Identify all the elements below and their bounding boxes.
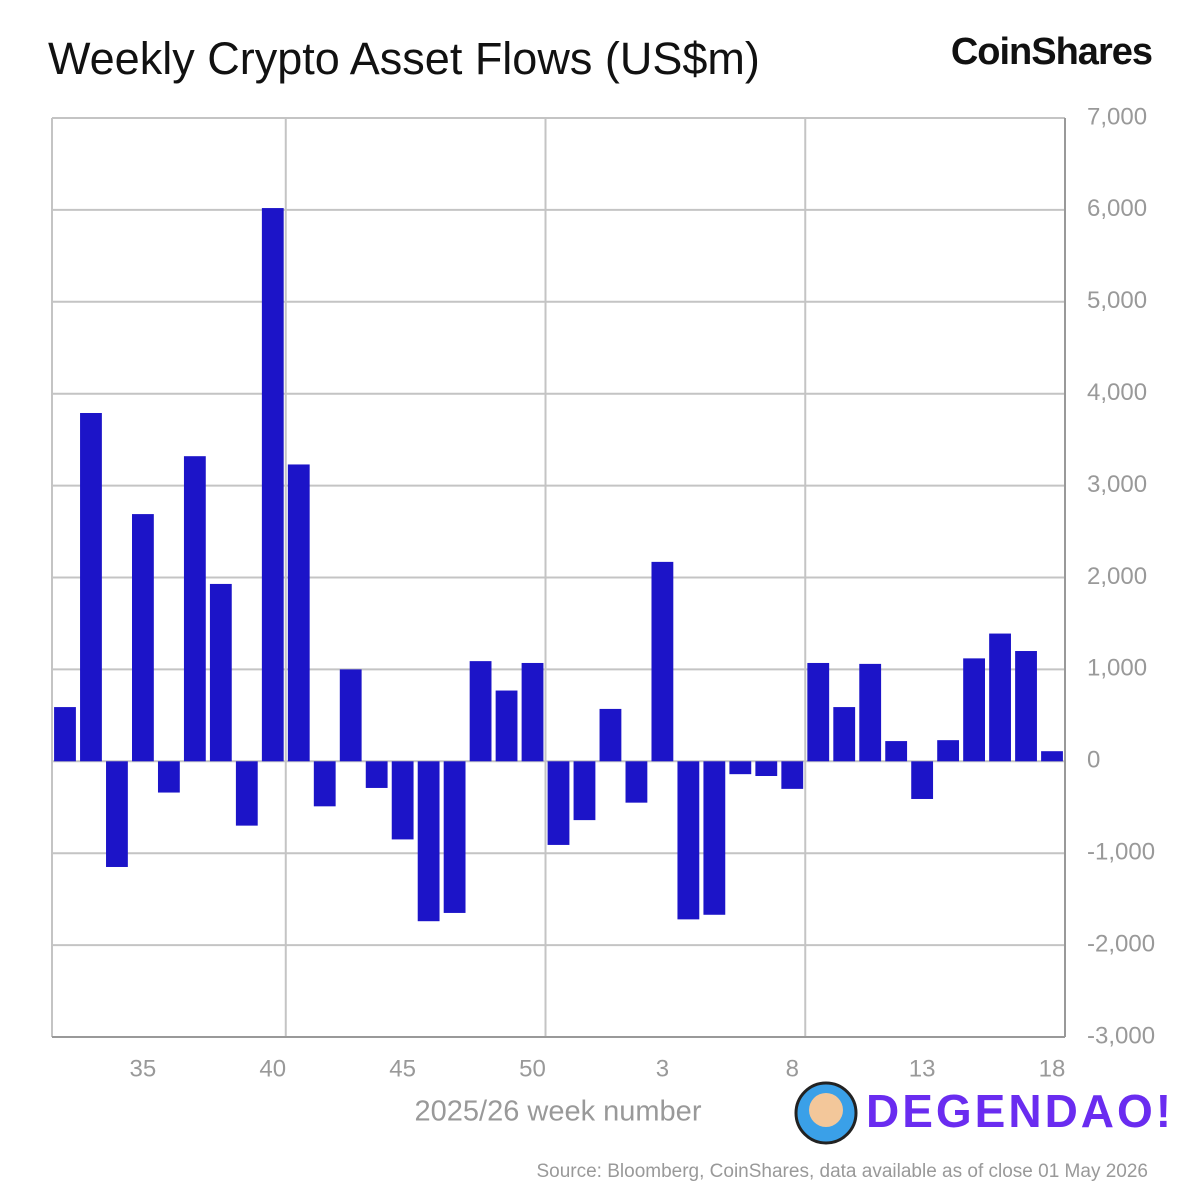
watermark-face (809, 1093, 843, 1127)
x-tick-label: 50 (519, 1055, 546, 1082)
bar (573, 761, 596, 821)
bar (677, 761, 700, 920)
bar (807, 662, 830, 762)
bar (521, 662, 544, 762)
bar (1015, 651, 1037, 762)
bar (469, 661, 492, 762)
x-tick-label: 3 (656, 1055, 669, 1082)
bar (106, 761, 128, 867)
y-tick-label: 3,000 (1087, 471, 1147, 498)
bar (547, 761, 570, 845)
y-tick-label: 4,000 (1087, 379, 1147, 406)
bar (80, 412, 102, 762)
x-tick-label: 13 (909, 1055, 936, 1082)
bar (313, 761, 336, 807)
x-tick-label: 45 (389, 1055, 416, 1082)
bar (781, 761, 804, 789)
bar (209, 583, 232, 762)
y-tick-label: 0 (1087, 747, 1100, 774)
bar (599, 708, 622, 762)
y-tick-label: -2,000 (1087, 930, 1155, 957)
bar (287, 464, 310, 762)
bar (755, 761, 778, 777)
x-axis-label: 2025/26 week number (415, 1096, 702, 1128)
bar (833, 707, 856, 762)
bar (443, 761, 466, 913)
chart-title: Weekly Crypto Asset Flows (US$m) (48, 33, 760, 84)
bar (391, 761, 414, 840)
bar (132, 514, 154, 762)
brand: CoinShares (951, 31, 1152, 73)
bar (937, 740, 960, 762)
bar (963, 658, 985, 762)
source: Source: Bloomberg, CoinShares, data avai… (536, 1161, 1148, 1182)
bar (651, 561, 674, 762)
x-tick-label: 18 (1039, 1055, 1066, 1082)
bar (885, 741, 908, 762)
y-tick-label: -1,000 (1087, 839, 1155, 866)
bar (417, 761, 440, 922)
bar (54, 707, 76, 762)
bar (859, 663, 882, 762)
bar (183, 456, 206, 762)
bar (703, 761, 726, 915)
bar (339, 669, 362, 762)
y-tick-label: 2,000 (1087, 563, 1147, 590)
bar (989, 633, 1011, 762)
bar (911, 761, 934, 799)
x-tick-label: 35 (130, 1055, 157, 1082)
x-tick-label: 8 (786, 1055, 799, 1082)
bar (729, 761, 752, 775)
y-tick-label: -3,000 (1087, 1022, 1155, 1049)
y-tick-label: 5,000 (1087, 287, 1147, 314)
bar (625, 761, 648, 803)
bar (495, 690, 518, 762)
bar (365, 761, 388, 788)
y-tick-label: 1,000 (1087, 655, 1147, 682)
x-tick-label: 40 (259, 1055, 286, 1082)
y-tick-label: 6,000 (1087, 195, 1147, 222)
y-tick-label: 7,000 (1087, 103, 1147, 130)
bar (235, 761, 258, 826)
watermark: DEGENDAO! (866, 1085, 1174, 1137)
bar (261, 208, 284, 762)
bar (157, 761, 180, 793)
bar (1041, 751, 1063, 762)
